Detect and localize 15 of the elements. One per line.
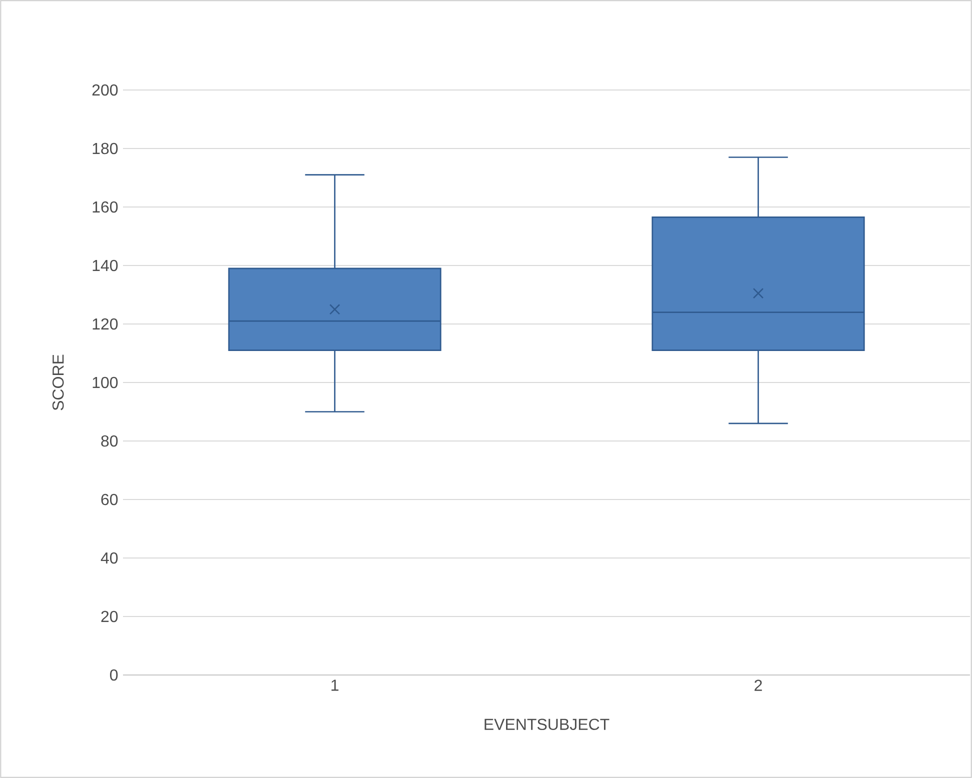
y-tick-label: 180 <box>92 142 118 154</box>
x-tick-label: 1 <box>332 680 338 691</box>
y-tick-label: 160 <box>92 201 118 213</box>
y-tick-label: 0 <box>110 669 118 681</box>
y-tick-label: 80 <box>101 435 118 447</box>
x-tick-label: 2 <box>754 680 762 691</box>
y-tick-label: 40 <box>100 552 118 564</box>
y-tick-label: 200 <box>92 84 118 96</box>
y-tick-label: 120 <box>92 318 118 330</box>
y-tick-label: 60 <box>101 494 118 506</box>
y-tick-label: 20 <box>101 610 118 622</box>
y-axis-title: SCORE <box>52 354 64 410</box>
x-axis-title: EVENTSUBJECT <box>484 718 610 730</box>
y-tick-label: 100 <box>92 376 118 388</box>
y-tick-label: 140 <box>92 260 118 272</box>
